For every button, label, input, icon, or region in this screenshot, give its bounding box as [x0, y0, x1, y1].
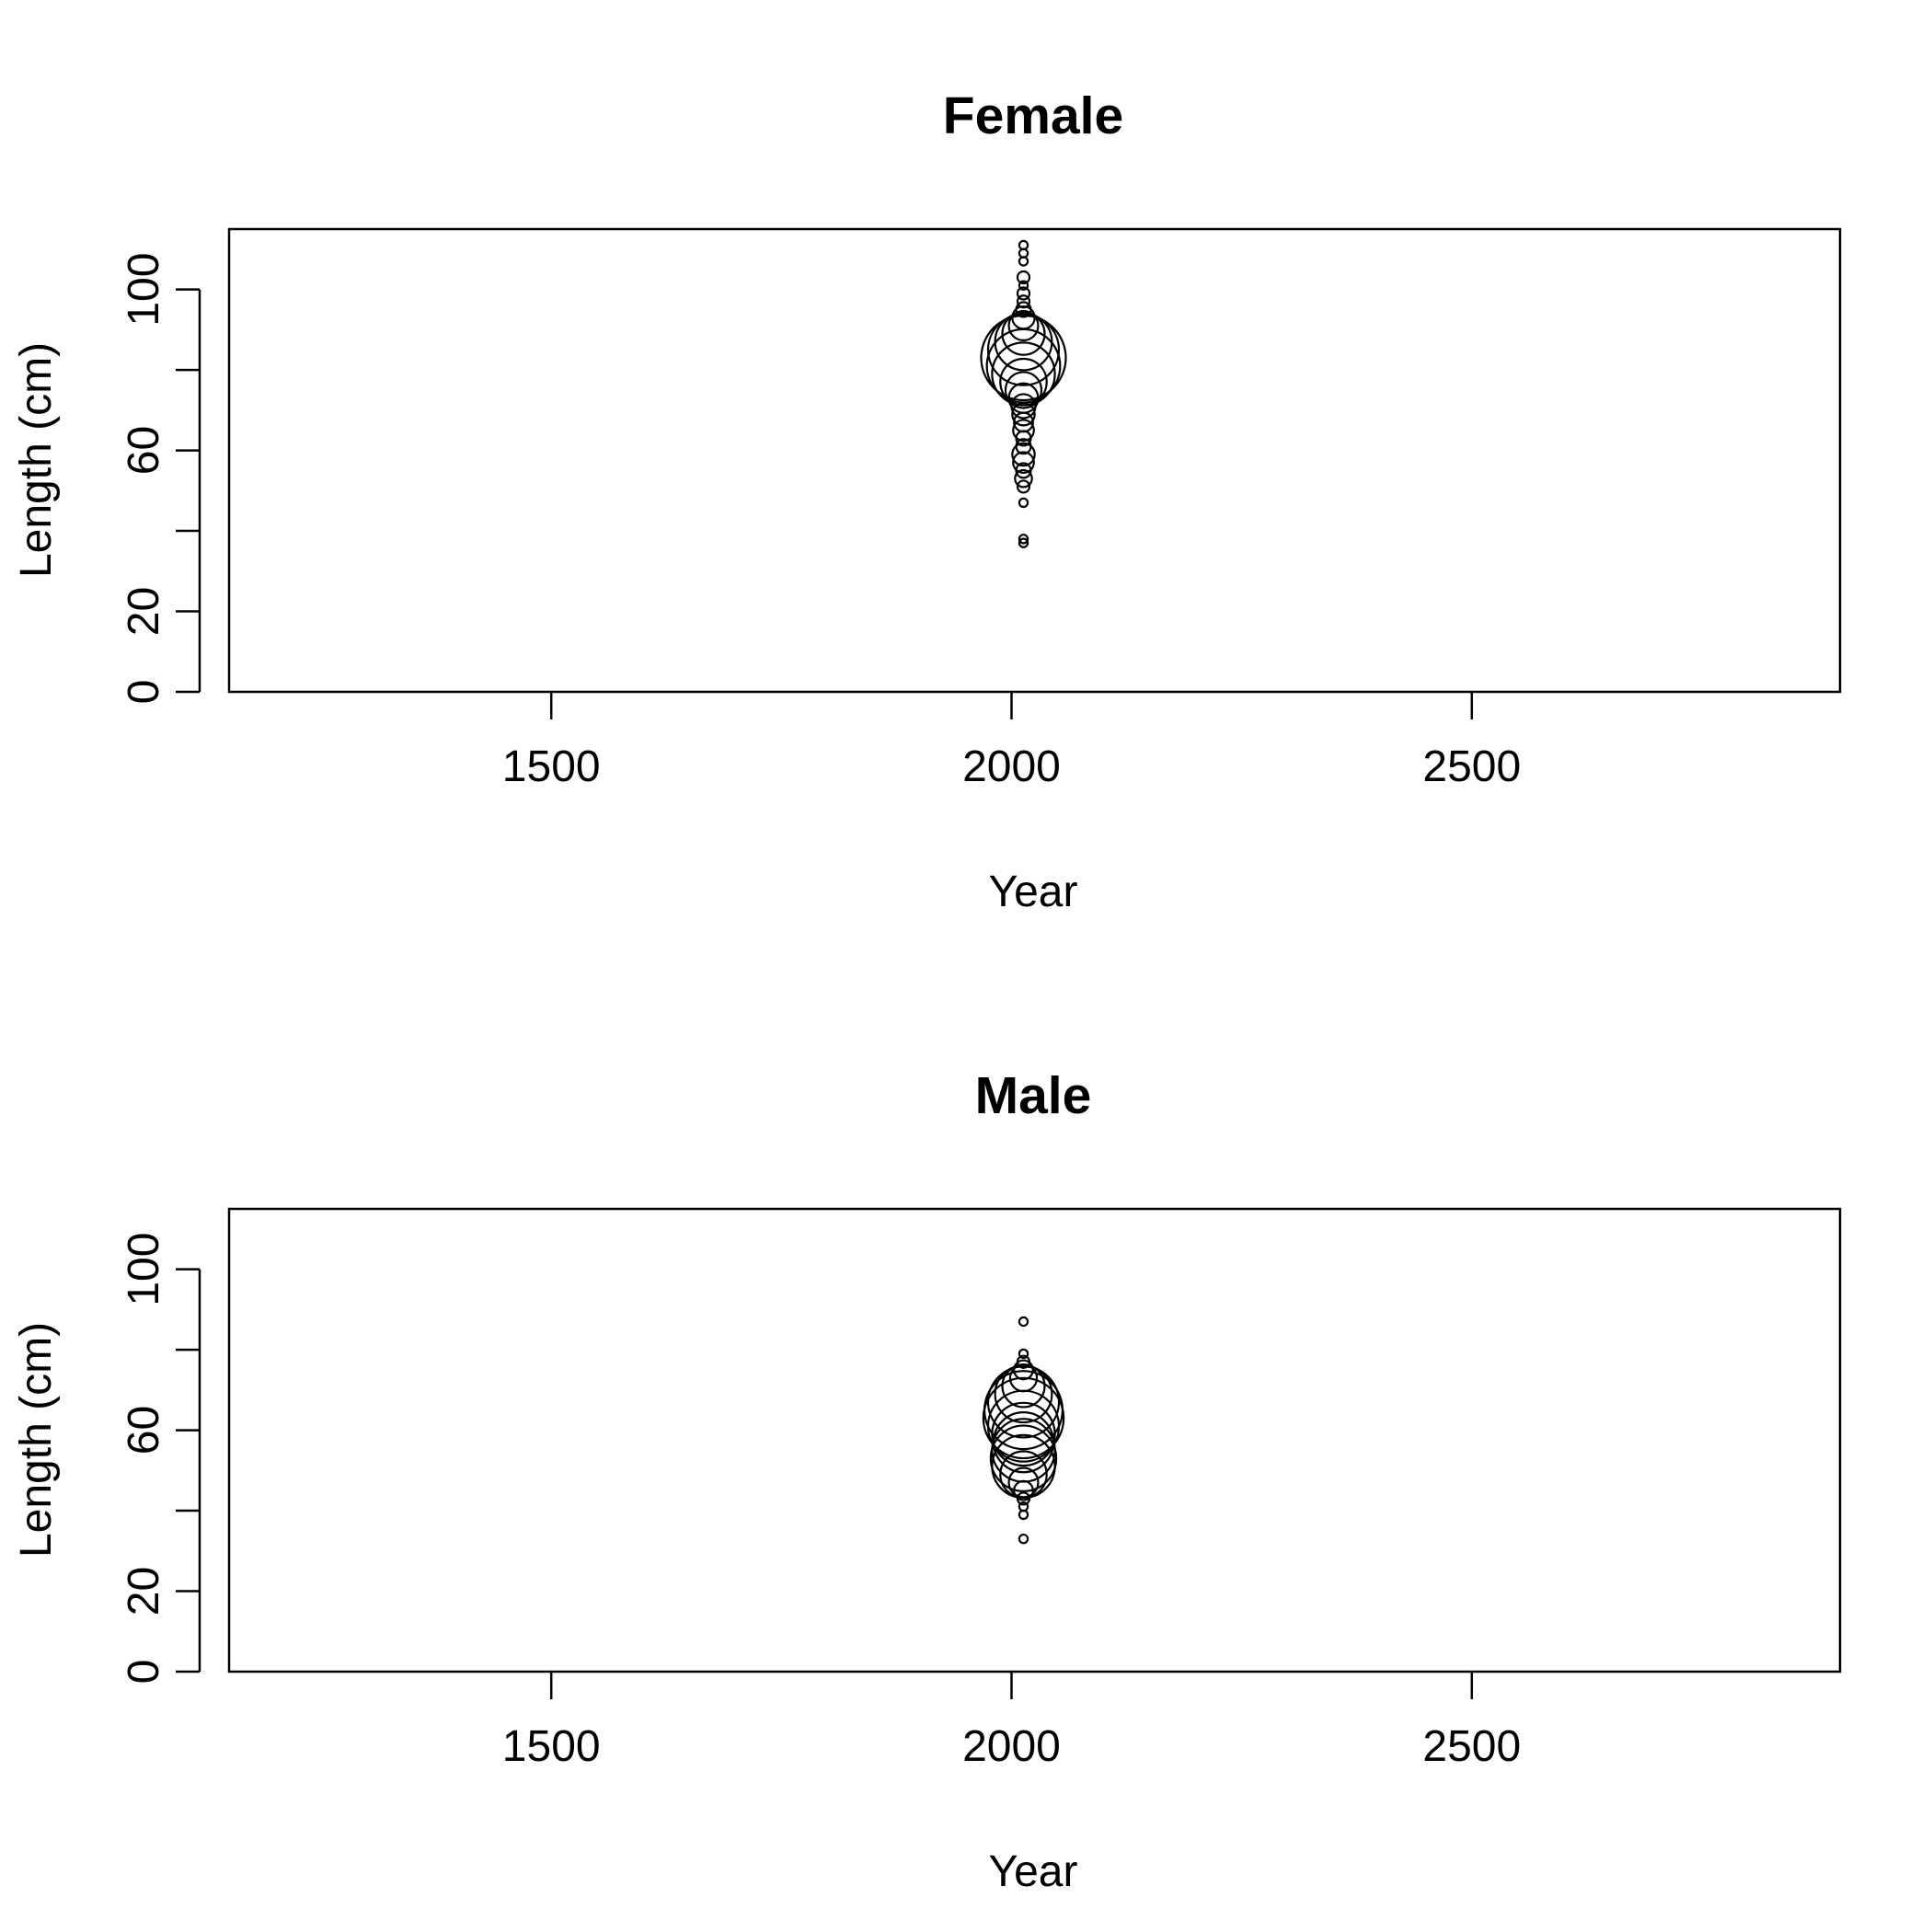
- bubble-point: [1018, 1501, 1029, 1512]
- panel-title: Female: [943, 86, 1123, 145]
- x-axis-label: Year: [989, 868, 1078, 916]
- bubble-point: [1018, 1316, 1029, 1328]
- bubble-point: [1001, 311, 1046, 356]
- bubble-point: [1016, 479, 1031, 494]
- x-tick-label: 2500: [1422, 1722, 1521, 1771]
- bubble-point: [1018, 1348, 1029, 1360]
- bubble-point: [1016, 294, 1031, 309]
- x-axis: 1500 2000 2500: [502, 1672, 1521, 1771]
- plot-frame: [227, 227, 1842, 694]
- bubble-point: [986, 313, 1061, 386]
- bubble-point: [1018, 1533, 1029, 1545]
- panel-female: Female 1500 2000 2500 0 20 60 100 Year Length…: [12, 86, 1842, 916]
- bubble-point: [1018, 239, 1029, 251]
- panel-title: Male: [975, 1066, 1092, 1125]
- y-tick-label: 60: [120, 426, 168, 475]
- y-tick-label: 100: [120, 1233, 168, 1306]
- x-tick-label: 2500: [1422, 742, 1521, 791]
- bubble-point: [1018, 497, 1029, 509]
- bubble-point: [983, 1370, 1064, 1451]
- bubble-point: [1012, 451, 1035, 475]
- bubble-point: [980, 314, 1067, 402]
- bubble-point: [1018, 280, 1029, 291]
- y-tick-label: 0: [120, 680, 168, 705]
- y-tick-label: 100: [120, 253, 168, 327]
- bubble-point: [1016, 270, 1031, 285]
- panel-male: Male 1500 2000 2500 0 20 60 100 Year Length (…: [12, 1066, 1842, 1896]
- bubble-point: [1015, 438, 1032, 455]
- bubble-point: [1014, 468, 1033, 489]
- x-tick-label: 2000: [962, 1722, 1061, 1771]
- y-axis-label: Length (cm): [12, 342, 61, 578]
- bubble-point: [1015, 301, 1032, 318]
- bubble-point: [986, 1365, 1061, 1439]
- x-tick-label: 1500: [502, 1722, 601, 1771]
- bubble-point: [1018, 534, 1029, 545]
- bubble-point: [1018, 537, 1029, 548]
- bubble-point: [1007, 309, 1040, 342]
- bubble-point: [1008, 1363, 1039, 1393]
- y-axis: 0 20 60 100: [120, 253, 201, 705]
- x-tick-label: 1500: [502, 742, 601, 791]
- y-tick-label: 20: [120, 1567, 168, 1616]
- bubble-point: [989, 1424, 1058, 1492]
- bubble-series: [980, 239, 1067, 548]
- y-tick-label: 60: [120, 1406, 168, 1455]
- y-axis: 0 20 60 100: [120, 1233, 201, 1685]
- bubble-point: [991, 341, 1056, 407]
- x-tick-label: 2000: [962, 742, 1061, 791]
- y-tick-label: 20: [120, 587, 168, 636]
- bubble-point: [1004, 371, 1043, 409]
- y-tick-label: 0: [120, 1660, 168, 1685]
- bubble-point: [1016, 1354, 1031, 1369]
- bubble-point: [982, 1376, 1065, 1460]
- plot-frame: [227, 1207, 1842, 1673]
- bubble-series: [982, 1316, 1065, 1545]
- x-axis-label: Year: [989, 1847, 1078, 1896]
- bubble-point: [991, 1418, 1056, 1483]
- bubble-point: [1011, 305, 1036, 330]
- bubble-point: [1012, 419, 1035, 443]
- x-axis: 1500 2000 2500: [502, 692, 1521, 791]
- bubble-point: [1011, 442, 1036, 467]
- y-axis-label: Length (cm): [12, 1322, 61, 1558]
- bubble-point: [1013, 1359, 1034, 1381]
- bubble-point: [1016, 286, 1031, 301]
